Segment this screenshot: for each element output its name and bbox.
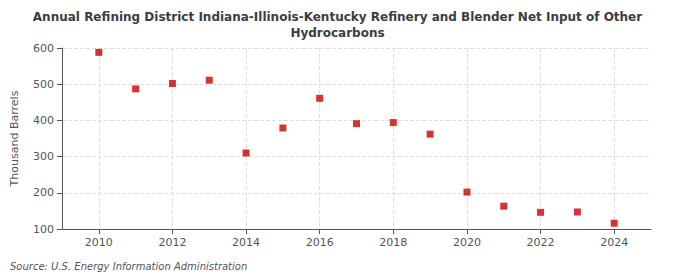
svg-text:2022: 2022 bbox=[527, 236, 555, 249]
svg-text:2016: 2016 bbox=[306, 236, 334, 249]
svg-text:Source: U.S. Energy Informatio: Source: U.S. Energy Information Administ… bbox=[10, 261, 247, 272]
svg-text:2012: 2012 bbox=[158, 236, 186, 249]
svg-text:2024: 2024 bbox=[600, 236, 628, 249]
svg-text:2014: 2014 bbox=[232, 236, 260, 249]
svg-text:400: 400 bbox=[33, 114, 54, 127]
svg-text:600: 600 bbox=[33, 42, 54, 55]
svg-text:Hydrocarbons: Hydrocarbons bbox=[290, 26, 384, 40]
svg-text:200: 200 bbox=[33, 186, 54, 199]
svg-text:2010: 2010 bbox=[85, 236, 113, 249]
svg-text:Thousand Barrels: Thousand Barrels bbox=[8, 90, 21, 187]
svg-text:Annual Refining District India: Annual Refining District Indiana-Illinoi… bbox=[33, 10, 642, 24]
svg-text:100: 100 bbox=[33, 223, 54, 236]
svg-text:500: 500 bbox=[33, 78, 54, 91]
svg-text:2020: 2020 bbox=[453, 236, 481, 249]
svg-text:300: 300 bbox=[33, 150, 54, 163]
svg-text:2018: 2018 bbox=[379, 236, 407, 249]
